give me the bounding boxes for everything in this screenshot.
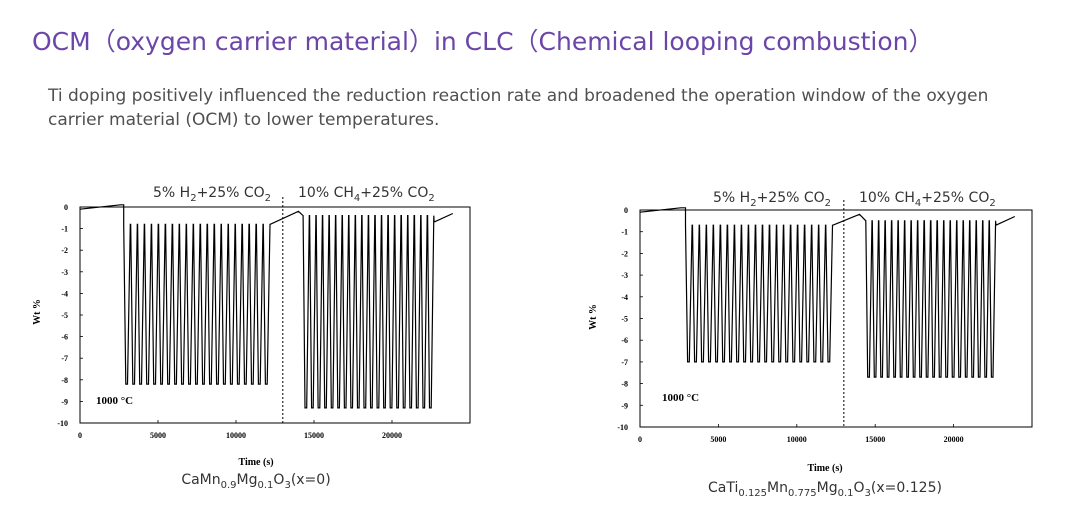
y-tick-label: -10 [617, 423, 628, 432]
y-tick-labels: 0 -1 -2 -3 -4 -5 -6 -7 -8 -9 -10 [57, 203, 83, 428]
y-tick-label: -5 [61, 311, 68, 320]
y-tick-label: -1 [621, 228, 628, 237]
phase-label-ch4: 10% CH4+25% CO2 [859, 190, 996, 209]
series-line [639, 207, 1016, 378]
material-caption: CaMn0.9Mg0.1O3(x=0) [181, 472, 330, 491]
y-tick-label: -6 [61, 333, 68, 342]
y-tick-label: -8 [61, 376, 68, 385]
y-tick-label: -7 [621, 358, 628, 367]
temperature-annotation: 1000 °C [96, 395, 133, 407]
y-tick-label: -10 [57, 419, 68, 428]
y-tick-label: -2 [61, 246, 68, 255]
x-tick-label: 15000 [304, 431, 324, 440]
page-title: OCM（oxygen carrier material）in CLC（Chemi… [32, 27, 934, 56]
x-tick-label: 0 [78, 431, 82, 440]
y-tick-label: -2 [621, 249, 628, 258]
y-axis-label: Wt % [32, 299, 43, 325]
phase-label-h2: 5% H2+25% CO2 [153, 185, 271, 204]
description-text: Ti doping positively influenced the redu… [48, 86, 989, 130]
phase-label-h2: 5% H2+25% CO2 [713, 190, 831, 209]
x-tick-label: 0 [638, 435, 642, 444]
y-tick-label: -9 [61, 397, 68, 406]
y-tick-label: -7 [61, 354, 68, 363]
x-tick-label: 10000 [787, 435, 807, 444]
y-tick-label: -3 [61, 268, 68, 277]
temperature-annotation: 1000 °C [662, 392, 699, 404]
x-tick-label: 20000 [944, 435, 964, 444]
y-axis-label: Wt % [588, 304, 599, 330]
y-tick-label: -4 [61, 289, 68, 298]
y-tick-label: 0 [624, 206, 628, 215]
y-tick-label: -6 [621, 336, 628, 345]
x-tick-label: 5000 [710, 435, 726, 444]
x-tick-label: 10000 [226, 431, 246, 440]
series-line [79, 204, 454, 409]
y-tick-label: -4 [621, 293, 628, 302]
y-tick-label: -1 [61, 225, 68, 234]
x-tick-labels: 0 5000 10000 15000 20000 [638, 424, 964, 444]
material-caption: CaTi0.125Mn0.775Mg0.1O3(x=0.125) [708, 480, 942, 499]
y-tick-label: -8 [621, 380, 628, 389]
x-tick-label: 20000 [382, 431, 402, 440]
x-axis-label: Time (s) [238, 457, 273, 468]
x-tick-label: 15000 [865, 435, 885, 444]
x-axis-label: Time (s) [807, 463, 842, 474]
y-tick-label: -5 [621, 315, 628, 324]
y-tick-label: -9 [621, 401, 628, 410]
tga-chart-x0125: 5% H2+25% CO2 10% CH4+25% CO2 0 -1 -2 -3 -4 -… [588, 190, 1033, 499]
x-tick-label: 5000 [150, 431, 166, 440]
y-tick-label: 0 [64, 203, 68, 212]
tga-chart-x0: 5% H2+25% CO2 10% CH4+25% CO2 0 -1 -2 -3 -4 -… [32, 185, 471, 491]
phase-label-ch4: 10% CH4+25% CO2 [298, 185, 435, 204]
y-tick-labels: 0 -1 -2 -3 -4 -5 -6 -7 -8 -9 -10 [617, 206, 643, 432]
y-tick-label: -3 [621, 271, 628, 280]
x-tick-labels: 0 5000 10000 15000 20000 [78, 420, 402, 440]
